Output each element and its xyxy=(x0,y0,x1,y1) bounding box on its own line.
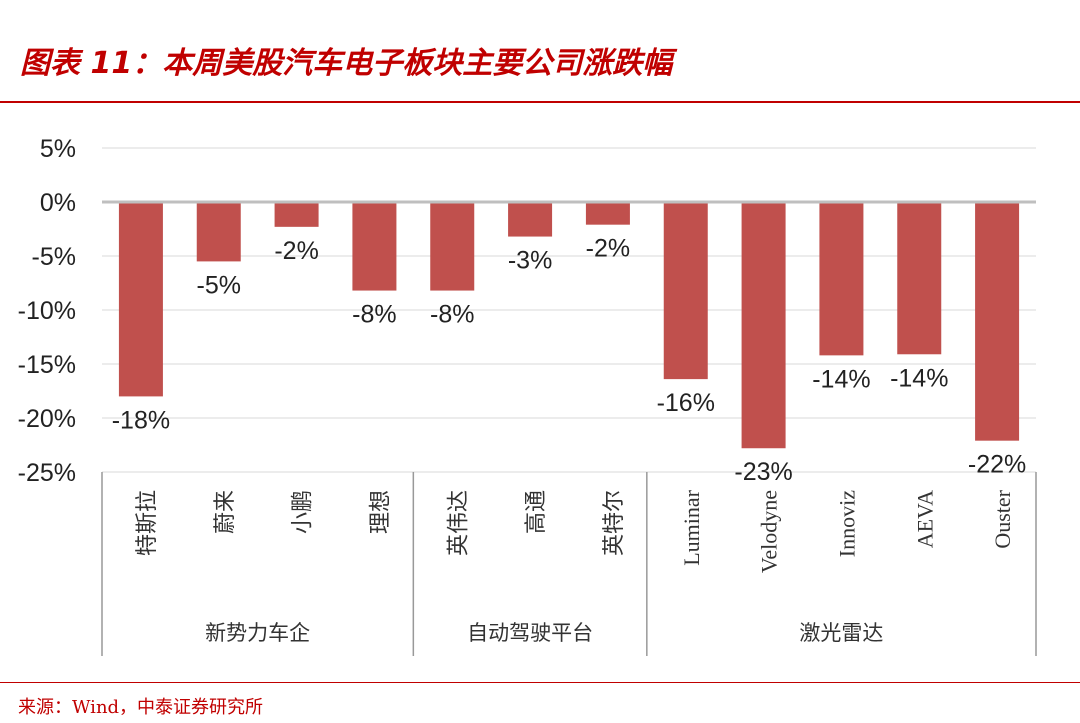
data-label: -2% xyxy=(586,235,630,263)
bar xyxy=(741,202,786,449)
data-label: -16% xyxy=(657,389,715,417)
y-tick-label: -5% xyxy=(32,243,76,271)
data-label: -22% xyxy=(968,451,1026,479)
bar xyxy=(352,202,397,291)
category-label: 高通 xyxy=(523,490,548,534)
bar xyxy=(819,202,864,356)
category-label: AEVA xyxy=(912,490,937,548)
source-note: 来源：Wind，中泰证券研究所 xyxy=(18,697,264,718)
category-label: Ouster xyxy=(990,489,1015,548)
data-label: -8% xyxy=(352,301,396,329)
category-label: Innoviz xyxy=(834,490,859,557)
data-label: -8% xyxy=(430,301,474,329)
bar xyxy=(585,202,630,225)
category-label: 理想 xyxy=(367,490,392,534)
category-label: Luminar xyxy=(679,489,704,565)
bar xyxy=(897,202,942,355)
page-title: 图表 11：本周美股汽车电子板块主要公司涨跌幅 xyxy=(20,46,673,81)
category-label: 英伟达 xyxy=(445,490,470,556)
title-divider xyxy=(0,101,1080,103)
y-tick-label: 5% xyxy=(40,135,76,163)
category-label: Velodyne xyxy=(757,490,782,573)
data-label: -18% xyxy=(112,406,170,434)
y-tick-label: -15% xyxy=(18,351,76,379)
y-tick-label: -10% xyxy=(18,297,76,325)
data-label: -14% xyxy=(890,364,948,392)
data-label: -14% xyxy=(812,365,870,393)
group-label: 新势力车企 xyxy=(205,621,310,645)
bar xyxy=(663,202,708,380)
y-tick-label: -20% xyxy=(18,405,76,433)
footer-divider xyxy=(0,682,1080,683)
data-label: -5% xyxy=(197,271,241,299)
group-label: 自动驾驶平台 xyxy=(467,621,593,645)
category-label: 英特尔 xyxy=(601,490,626,556)
category-label: 蔚来 xyxy=(212,490,237,534)
bar xyxy=(430,202,475,291)
category-label: 小鹏 xyxy=(290,490,315,534)
data-label: -23% xyxy=(734,458,792,486)
y-tick-label: -25% xyxy=(18,459,76,487)
bar xyxy=(196,202,241,262)
bar xyxy=(975,202,1020,441)
group-label: 激光雷达 xyxy=(799,621,883,645)
bar xyxy=(508,202,553,237)
category-label: 特斯拉 xyxy=(134,490,159,556)
bar xyxy=(118,202,163,397)
bar xyxy=(274,202,319,227)
data-label: -2% xyxy=(274,237,318,265)
data-label: -3% xyxy=(508,247,552,275)
y-tick-label: 0% xyxy=(40,189,76,217)
